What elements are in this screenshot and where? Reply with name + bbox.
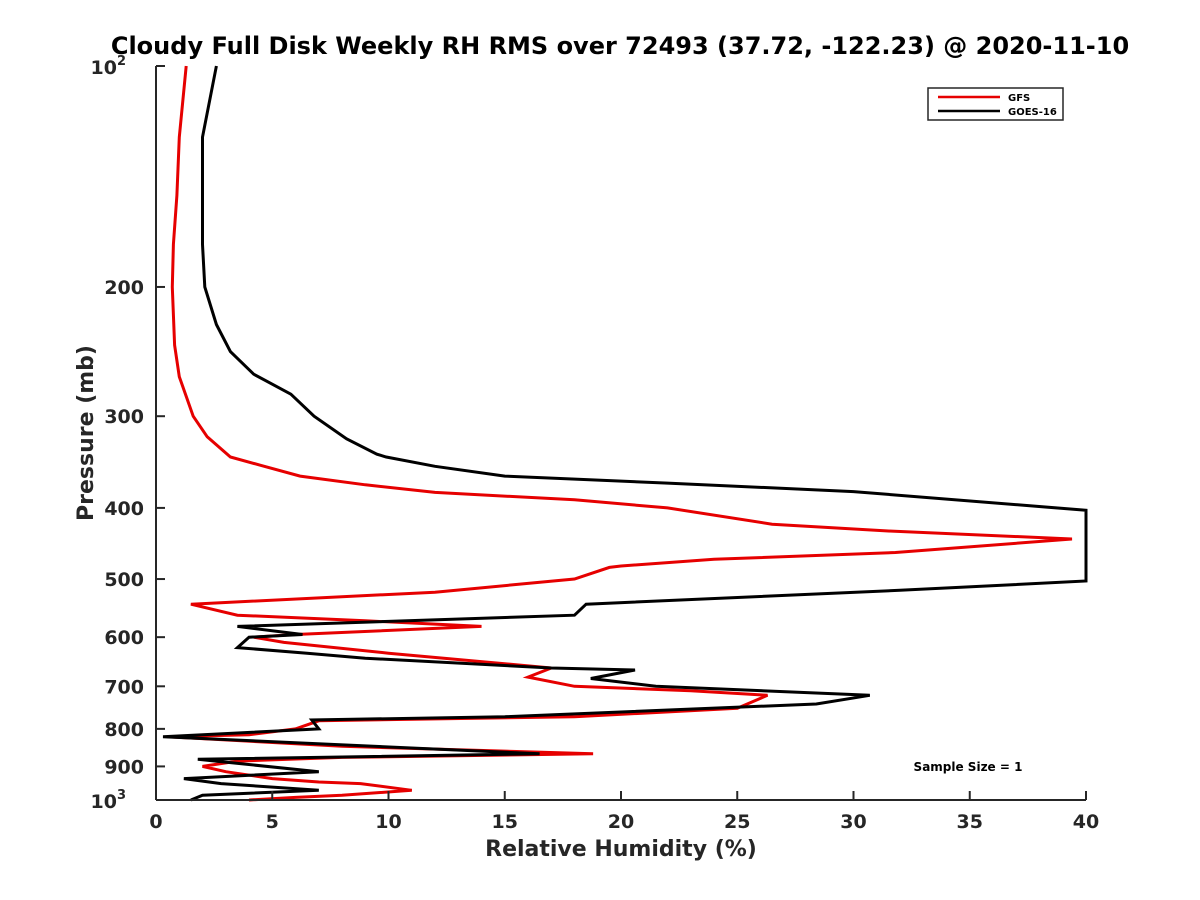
y-tick-label: 103 xyxy=(91,788,127,813)
y-tick-label: 800 xyxy=(104,719,144,741)
y-tick-label: 600 xyxy=(104,627,144,649)
x-tick-label: 40 xyxy=(1073,811,1099,833)
x-axis-label: Relative Humidity (%) xyxy=(485,837,757,862)
sample-size-annotation: Sample Size = 1 xyxy=(914,760,1023,774)
legend-label-goes-16: GOES-16 xyxy=(1008,107,1057,118)
series-line-goes-16 xyxy=(162,65,1088,802)
legend-box xyxy=(927,87,1064,121)
x-tick-label: 20 xyxy=(608,811,634,833)
x-tick-label: 0 xyxy=(149,811,162,833)
y-tick-label-base: 10 xyxy=(91,57,117,79)
y-tick-label: 102 xyxy=(91,54,127,79)
x-tick-label: 25 xyxy=(724,811,750,833)
y-tick-label: 400 xyxy=(104,498,144,520)
y-tick-label: 900 xyxy=(104,756,144,778)
y-tick-label-exponent: 3 xyxy=(117,788,126,803)
y-tick-label: 700 xyxy=(104,676,144,698)
y-tick-label: 200 xyxy=(104,277,144,299)
y-axis-label: Pressure (mb) xyxy=(74,345,99,521)
x-tick-label: 35 xyxy=(957,811,983,833)
plot-area: 0 5 10 15 20 25 30 35 40102200300400500600700800… xyxy=(91,54,1100,833)
y-tick-label-base: 10 xyxy=(91,791,117,813)
y-tick-label: 500 xyxy=(104,569,144,591)
chart-title: Cloudy Full Disk Weekly RH RMS over 7249… xyxy=(111,32,1129,60)
x-tick-label: 5 xyxy=(266,811,279,833)
legend-label-gfs: GFS xyxy=(1008,93,1030,104)
x-tick-label: 15 xyxy=(492,811,518,833)
x-tick-label: 10 xyxy=(375,811,401,833)
y-tick-label: 300 xyxy=(104,406,144,428)
series-line-gfs xyxy=(167,65,1073,802)
legend: GFS GOES-16 xyxy=(927,87,1064,121)
y-tick-label-exponent: 2 xyxy=(117,54,126,69)
x-tick-label: 30 xyxy=(840,811,866,833)
